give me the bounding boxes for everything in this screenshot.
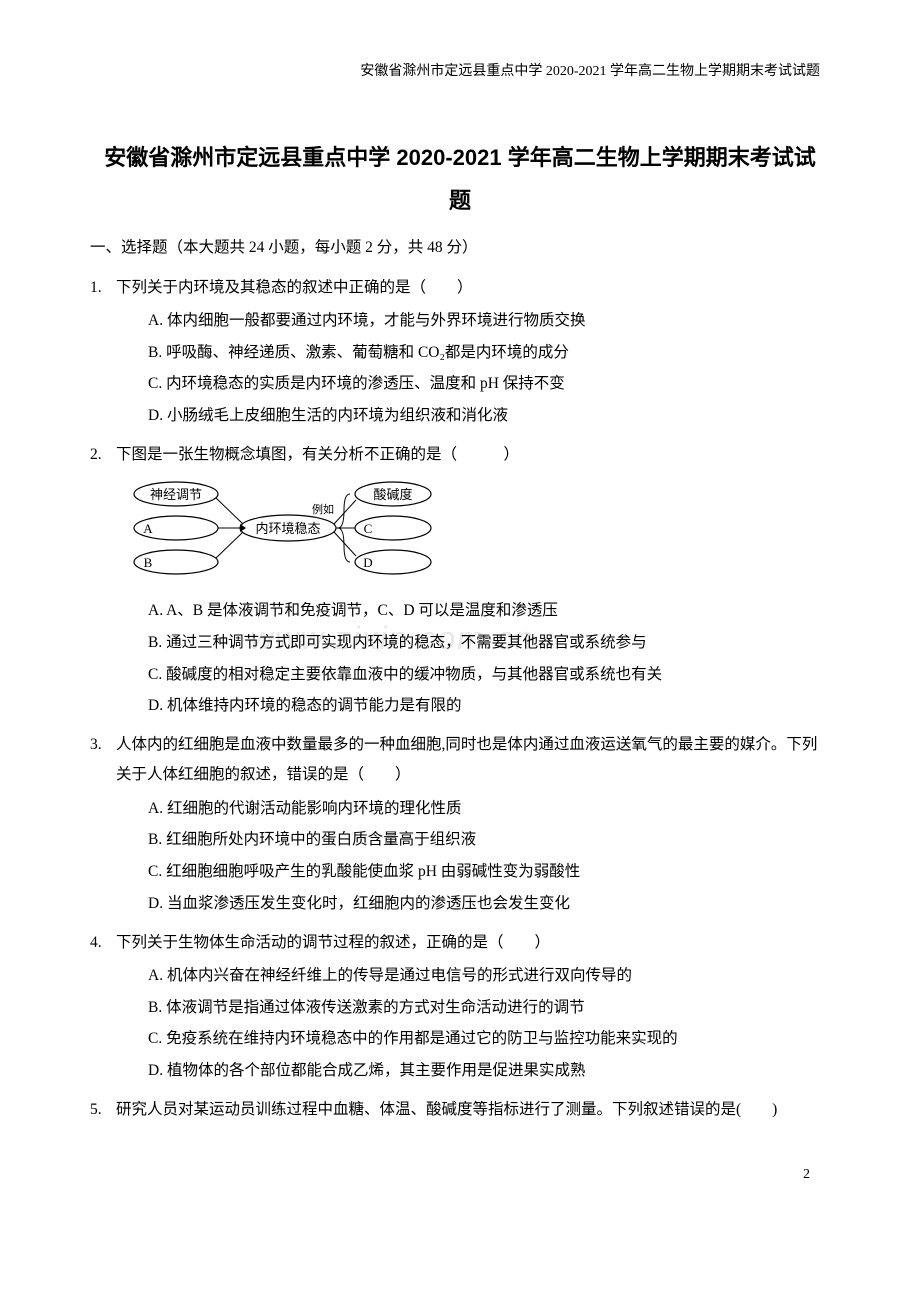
question-content: 下图是一张生物概念填图，有关分析不正确的是（ ） 神经调节 A B 内环境稳态	[116, 440, 830, 722]
question-stem: 人体内的红细胞是血液中数量最多的一种血细胞,同时也是体内通过血液运送氧气的最主要…	[116, 730, 830, 790]
document-title-line2: 题	[90, 183, 830, 215]
question-number: 5.	[90, 1095, 116, 1127]
option-c: C. 红细胞细胞呼吸产生的乳酸能使血浆 pH 由弱碱性变为弱酸性	[116, 856, 830, 888]
option-c: C. 酸碱度的相对稳定主要依靠血液中的缓冲物质，与其他器官或系统也有关	[116, 659, 830, 691]
diagram-label-tr: 酸碱度	[373, 487, 412, 502]
diagram-label-d: D	[363, 555, 372, 570]
question-4: 4. 下列关于生物体生命活动的调节过程的叙述，正确的是（ ） A. 机体内兴奋在…	[90, 928, 830, 1087]
option-d: D. 植物体的各个部位都能合成乙烯，其主要作用是促进果实成熟	[116, 1055, 830, 1087]
question-3: 3. 人体内的红细胞是血液中数量最多的一种血细胞,同时也是体内通过血液运送氧气的…	[90, 730, 830, 920]
document-title-line1: 安徽省滁州市定远县重点中学 2020-2021 学年高二生物上学期期末考试试	[90, 140, 830, 175]
option-d: D. 小肠绒毛上皮细胞生活的内环境为组织液和消化液	[116, 400, 830, 432]
question-2: 2. 下图是一张生物概念填图，有关分析不正确的是（ ） 神经调节 A B 内环境…	[90, 440, 830, 722]
question-content: 研究人员对某运动员训练过程中血糖、体温、酸碱度等指标进行了测量。下列叙述错误的是…	[116, 1095, 830, 1127]
option-d: D. 当血浆渗透压发生变化时，红细胞内的渗透压也会发生变化	[116, 888, 830, 920]
section-heading: 一、选择题（本大题共 24 小题，每小题 2 分，共 48 分）	[90, 233, 830, 262]
option-c: C. 内环境稳态的实质是内环境的渗透压、温度和 pH 保持不变	[116, 368, 830, 400]
page-number: 2	[90, 1167, 830, 1183]
page-container: 安徽省滁州市定远县重点中学 2020-2021 学年高二生物上学期期末考试试题 …	[0, 0, 920, 1243]
concept-diagram: 神经调节 A B 内环境稳态 酸碱度 C	[128, 480, 830, 585]
option-b: B. 红细胞所处内环境中的蛋白质含量高于组织液	[116, 824, 830, 856]
question-content: 人体内的红细胞是血液中数量最多的一种血细胞,同时也是体内通过血液运送氧气的最主要…	[116, 730, 830, 920]
question-stem: 下图是一张生物概念填图，有关分析不正确的是（ ）	[116, 440, 830, 470]
question-stem: 下列关于生物体生命活动的调节过程的叙述，正确的是（ ）	[116, 928, 830, 958]
option-b: B. 呼吸酶、神经递质、激素、葡萄糖和 CO₂都是内环境的成分	[116, 337, 830, 369]
diagram-svg: 神经调节 A B 内环境稳态 酸碱度 C	[128, 480, 438, 580]
option-b: B. 通过三种调节方式即可实现内环境的稳态，不需要其他器官或系统参与	[116, 627, 830, 659]
diagram-label-example: 例如	[312, 502, 334, 516]
diagram-label-middle: 内环境稳态	[255, 521, 320, 536]
diagram-label-c: C	[364, 521, 373, 536]
question-number: 4.	[90, 928, 116, 1087]
diagram-label: 神经调节	[150, 487, 202, 502]
question-stem: 研究人员对某运动员训练过程中血糖、体温、酸碱度等指标进行了测量。下列叙述错误的是…	[116, 1095, 830, 1125]
option-a: A. 红细胞的代谢活动能影响内环境的理化性质	[116, 793, 830, 825]
question-1: 1. 下列关于内环境及其稳态的叙述中正确的是（ ） A. 体内细胞一般都要通过内…	[90, 273, 830, 432]
question-number: 3.	[90, 730, 116, 920]
option-b: B. 体液调节是指通过体液传送激素的方式对生命活动进行的调节	[116, 992, 830, 1024]
question-stem: 下列关于内环境及其稳态的叙述中正确的是（ ）	[116, 273, 830, 303]
question-number: 2.	[90, 440, 116, 722]
question-number: 1.	[90, 273, 116, 432]
question-content: 下列关于内环境及其稳态的叙述中正确的是（ ） A. 体内细胞一般都要通过内环境，…	[116, 273, 830, 432]
question-5: 5. 研究人员对某运动员训练过程中血糖、体温、酸碱度等指标进行了测量。下列叙述错…	[90, 1095, 830, 1127]
option-a: A. A、B 是体液调节和免疫调节，C、D 可以是温度和渗透压	[116, 595, 830, 627]
option-d: D. 机体维持内环境的稳态的调节能力是有限的	[116, 690, 830, 722]
page-header: 安徽省滁州市定远县重点中学 2020-2021 学年高二生物上学期期末考试试题	[90, 60, 830, 80]
option-a: A. 机体内兴奋在神经纤维上的传导是通过电信号的形式进行双向传导的	[116, 960, 830, 992]
question-content: 下列关于生物体生命活动的调节过程的叙述，正确的是（ ） A. 机体内兴奋在神经纤…	[116, 928, 830, 1087]
diagram-label-b: B	[144, 555, 153, 570]
diagram-label-a: A	[143, 521, 153, 536]
option-c: C. 免疫系统在维持内环境稳态中的作用都是通过它的防卫与监控功能来实现的	[116, 1023, 830, 1055]
option-a: A. 体内细胞一般都要通过内环境，才能与外界环境进行物质交换	[116, 305, 830, 337]
